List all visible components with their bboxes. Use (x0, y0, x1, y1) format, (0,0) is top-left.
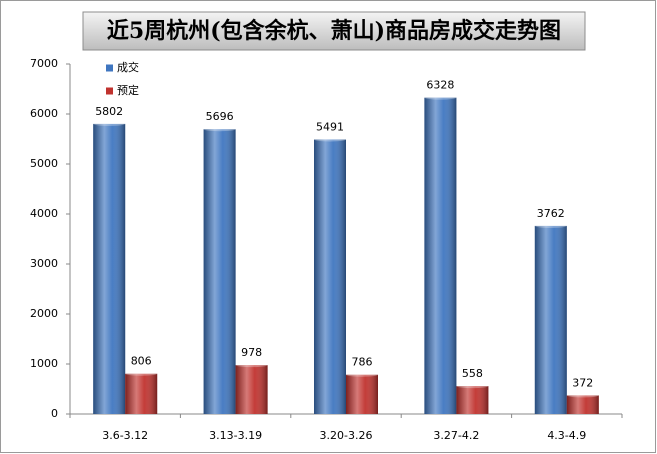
y-tick-label: 0 (51, 407, 58, 420)
x-tick-label: 3.27-4.2 (433, 429, 479, 442)
bar-shade (314, 139, 346, 414)
bar-cap (235, 363, 268, 368)
title-box (82, 11, 586, 51)
bar-cap (534, 223, 567, 228)
y-tick-label: 4000 (30, 207, 58, 220)
bar-cap (566, 393, 599, 398)
bar-cap (203, 127, 236, 132)
bar-cap (346, 372, 378, 377)
data-label: 978 (241, 346, 262, 359)
bar-cap (314, 137, 346, 142)
bar-shade (346, 374, 378, 414)
data-label: 558 (462, 367, 483, 380)
data-label: 5491 (316, 120, 344, 133)
bar-cap (93, 121, 126, 126)
y-tick-label: 7000 (30, 57, 58, 70)
y-tick-label: 5000 (30, 157, 58, 170)
data-label: 3762 (537, 207, 565, 220)
data-label: 372 (572, 376, 593, 389)
bar-shade (203, 129, 236, 414)
y-tick-label: 1000 (30, 357, 58, 370)
bar-cap (125, 371, 158, 376)
x-tick-label: 3.20-3.26 (320, 429, 373, 442)
data-label: 5802 (95, 105, 123, 118)
legend-swatch (106, 87, 113, 95)
bar-cap (424, 95, 457, 100)
chart-title: 近5周杭州(包含余杭、萧山)商品房成交走势图 (107, 18, 561, 44)
bar-cap (456, 384, 489, 389)
bar-shade (93, 123, 126, 415)
legend-label: 成交 (117, 60, 139, 74)
legend-swatch (106, 64, 113, 72)
data-label: 786 (352, 356, 373, 369)
bar-shade (424, 97, 457, 414)
data-label: 806 (131, 355, 152, 368)
bar-shade (235, 365, 268, 414)
bar-shade (534, 225, 567, 414)
y-tick-label: 6000 (30, 107, 58, 120)
legend-label: 预定 (117, 83, 139, 97)
x-tick-label: 3.6-3.12 (102, 429, 148, 442)
bar-shade (125, 373, 158, 414)
bar-shade (456, 386, 489, 414)
bar-shade (566, 395, 599, 414)
y-tick-label: 3000 (30, 257, 58, 270)
x-tick-label: 3.13-3.19 (209, 429, 262, 442)
y-tick-label: 2000 (30, 307, 58, 320)
data-label: 5696 (206, 110, 234, 123)
data-label: 6328 (426, 79, 454, 92)
x-tick-label: 4.3-4.9 (547, 429, 586, 442)
